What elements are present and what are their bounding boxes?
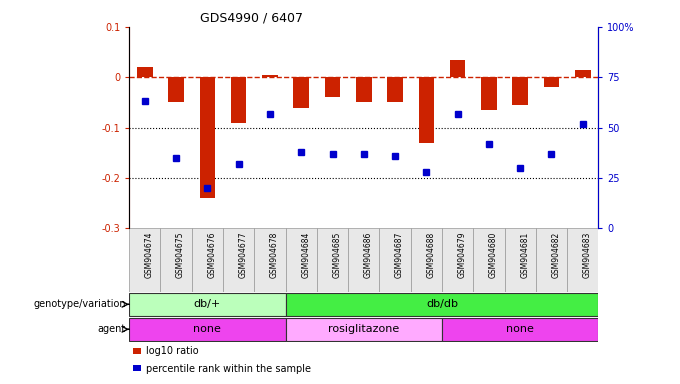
Bar: [293, 77, 309, 108]
Bar: [262, 75, 277, 77]
Text: genotype/variation: genotype/variation: [33, 299, 126, 310]
Text: GSM904674: GSM904674: [145, 232, 154, 278]
Bar: [286, 318, 442, 341]
Text: db/+: db/+: [194, 299, 221, 310]
Bar: [286, 228, 317, 292]
Bar: [137, 67, 152, 77]
Text: GSM904679: GSM904679: [458, 232, 466, 278]
Text: none: none: [194, 324, 221, 334]
Bar: [388, 77, 403, 103]
Bar: [512, 77, 528, 105]
Text: GDS4990 / 6407: GDS4990 / 6407: [200, 11, 303, 24]
Text: GSM904687: GSM904687: [395, 232, 404, 278]
Bar: [348, 228, 379, 292]
Text: GSM904685: GSM904685: [333, 232, 341, 278]
Bar: [231, 77, 246, 122]
Bar: [168, 77, 184, 103]
Bar: [379, 228, 411, 292]
Bar: [160, 228, 192, 292]
Bar: [317, 228, 348, 292]
Text: GSM904677: GSM904677: [239, 232, 248, 278]
Text: GSM904686: GSM904686: [364, 232, 373, 278]
Text: log10 ratio: log10 ratio: [146, 346, 199, 356]
Bar: [449, 60, 465, 77]
Text: GSM904683: GSM904683: [583, 232, 592, 278]
Text: GSM904681: GSM904681: [520, 232, 529, 278]
Bar: [129, 293, 286, 316]
Text: GSM904684: GSM904684: [301, 232, 310, 278]
Bar: [481, 77, 496, 110]
Bar: [473, 228, 505, 292]
Bar: [223, 228, 254, 292]
Bar: [200, 77, 215, 198]
Bar: [418, 77, 434, 143]
Bar: [411, 228, 442, 292]
Bar: [129, 228, 160, 292]
Bar: [442, 228, 473, 292]
Text: GSM904682: GSM904682: [551, 232, 560, 278]
Text: GSM904680: GSM904680: [489, 232, 498, 278]
Text: GSM904678: GSM904678: [270, 232, 279, 278]
Text: rosiglitazone: rosiglitazone: [328, 324, 399, 334]
Bar: [254, 228, 286, 292]
Bar: [324, 77, 340, 98]
Bar: [286, 293, 598, 316]
Bar: [192, 228, 223, 292]
Bar: [505, 228, 536, 292]
Text: GSM904675: GSM904675: [176, 232, 185, 278]
Bar: [567, 228, 598, 292]
Bar: [129, 318, 286, 341]
Text: percentile rank within the sample: percentile rank within the sample: [146, 364, 311, 374]
Text: GSM904676: GSM904676: [207, 232, 216, 278]
Text: db/db: db/db: [426, 299, 458, 310]
Text: none: none: [507, 324, 534, 334]
Text: GSM904688: GSM904688: [426, 232, 435, 278]
Bar: [536, 228, 567, 292]
Bar: [575, 70, 590, 77]
Bar: [544, 77, 559, 87]
Bar: [356, 77, 371, 103]
Bar: [442, 318, 598, 341]
Text: agent: agent: [97, 324, 126, 334]
